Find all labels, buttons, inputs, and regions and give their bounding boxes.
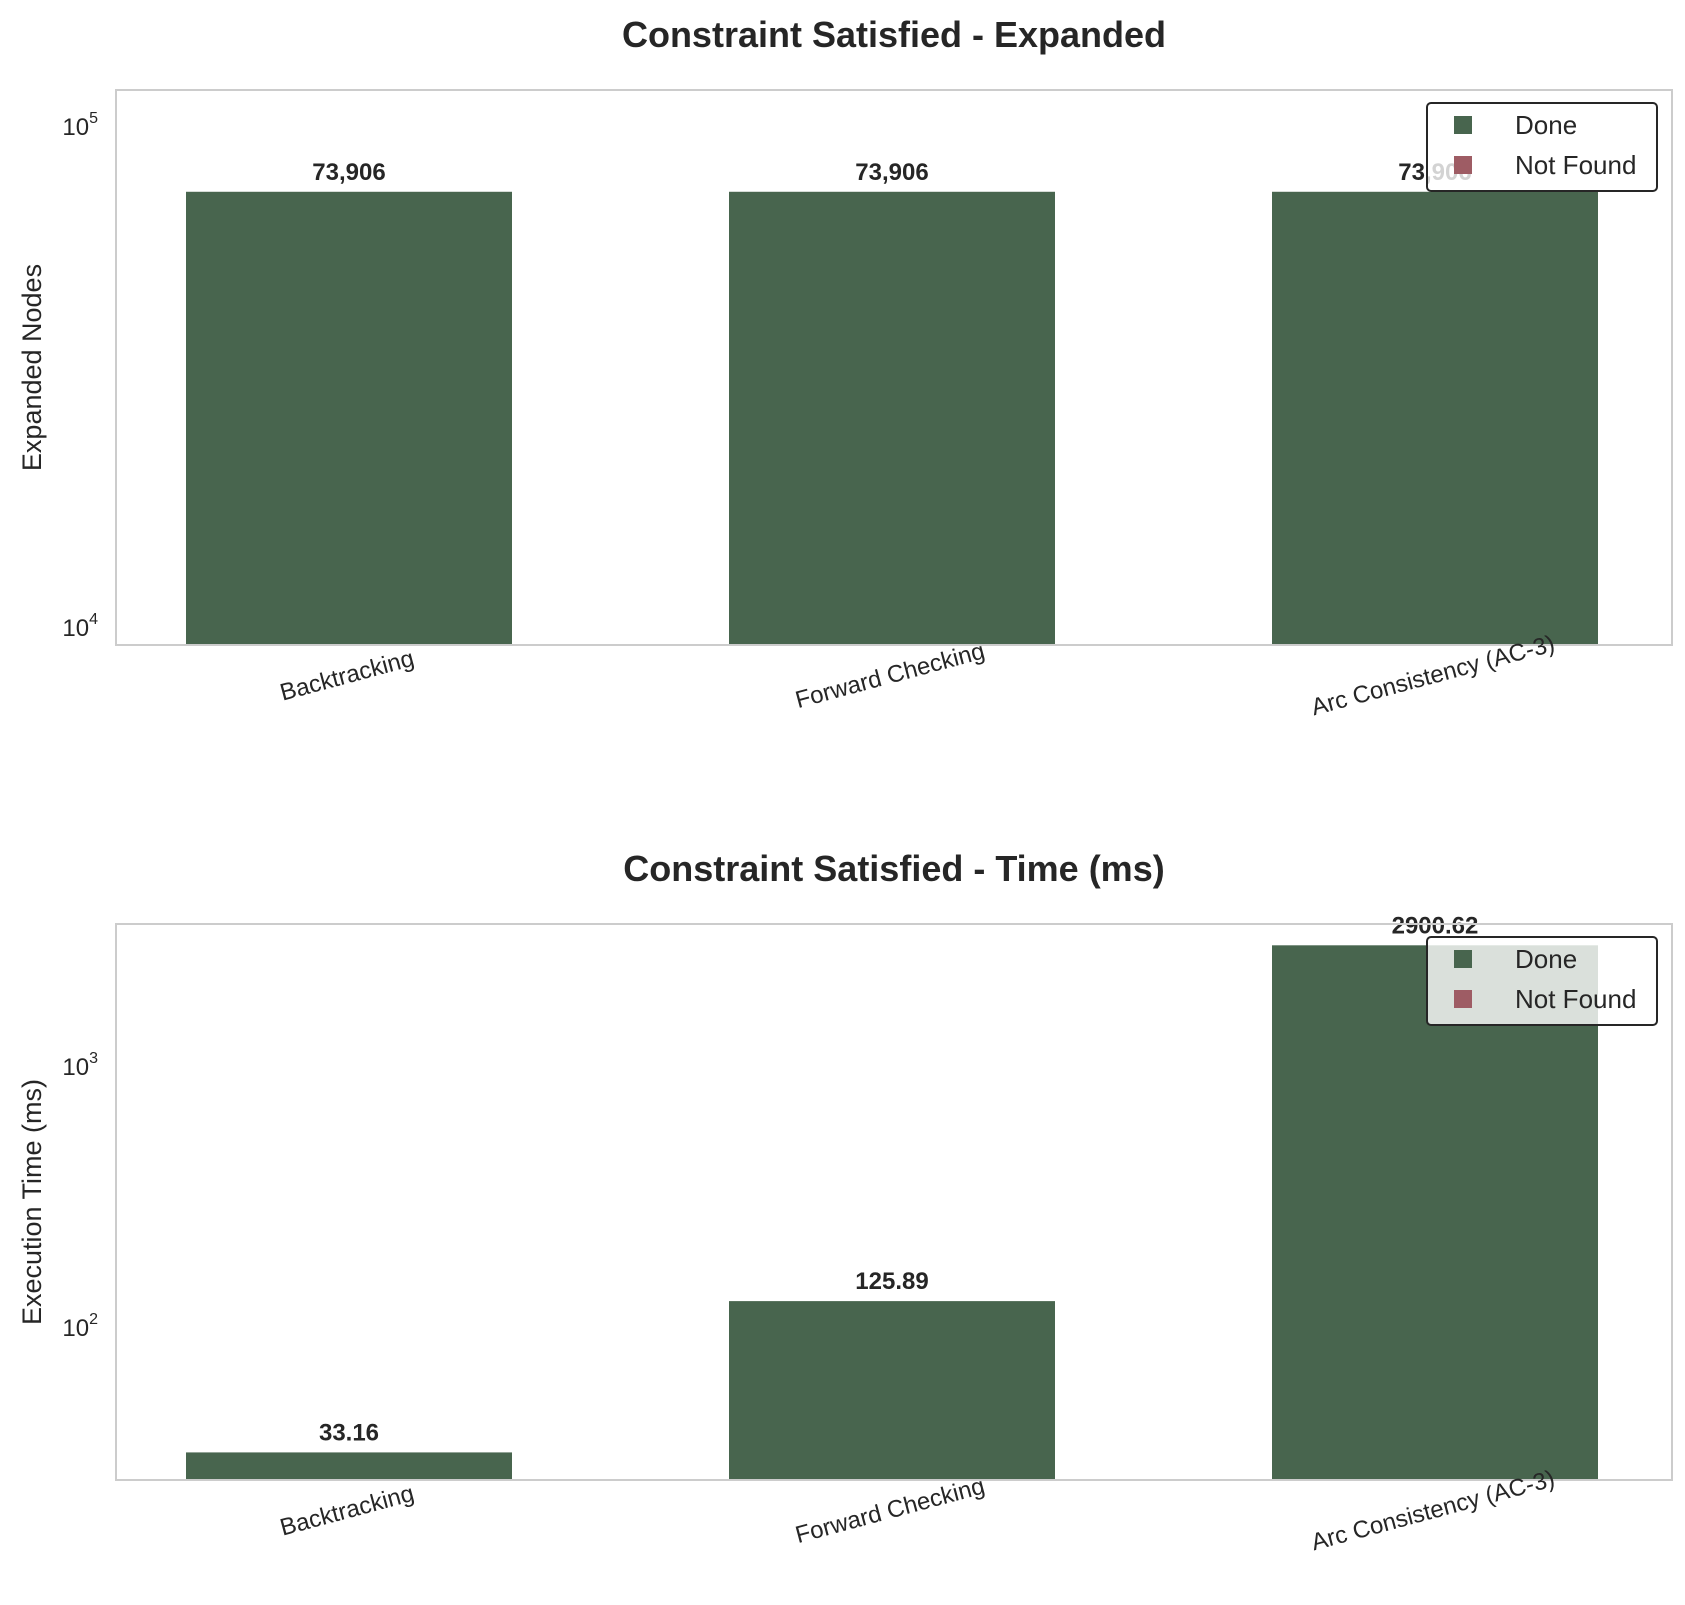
y-tick-label: 104 [62, 611, 98, 642]
bar-group [186, 945, 1598, 1480]
y-tick-group: 104 105 [62, 110, 98, 642]
bar [729, 1301, 1055, 1480]
data-label: 2900.62 [1392, 912, 1479, 939]
bar [186, 191, 512, 646]
bar [1272, 945, 1598, 1480]
legend-label: Done [1515, 944, 1577, 974]
y-tick-label: 105 [62, 110, 98, 141]
legend-label: Not Found [1515, 150, 1636, 180]
plot-area [115, 923, 1673, 1481]
legend-frame [1426, 936, 1658, 1026]
x-tick-label: Forward Checking [793, 1473, 988, 1549]
legend: Done Not Found [1426, 102, 1658, 192]
chart-title: Constraint Satisfied - Time (ms) [623, 848, 1164, 889]
data-label: 73,906 [312, 159, 385, 186]
y-tick-label: 103 [62, 1050, 98, 1081]
legend-swatch [1454, 116, 1472, 134]
data-label: 125.89 [855, 1268, 928, 1295]
data-label-group: 33.16 125.89 2900.62 [319, 912, 1478, 1446]
x-tick-label: Backtracking [277, 645, 417, 707]
data-label: 73,906 [855, 159, 928, 186]
y-tick-group: 102 103 [62, 1050, 98, 1342]
bar-group [186, 191, 1598, 646]
y-tick-label: 102 [62, 1311, 98, 1342]
legend-label: Done [1515, 110, 1577, 140]
chart-time: Constraint Satisfied - Time (ms) Executi… [17, 848, 1673, 1556]
data-label: 33.16 [319, 1419, 379, 1446]
bar [186, 1452, 512, 1480]
legend-swatch [1454, 156, 1472, 174]
legend-swatch [1454, 990, 1472, 1008]
bar [1272, 191, 1598, 646]
x-tick-label: Backtracking [277, 1480, 417, 1542]
legend-frame [1426, 102, 1658, 192]
plot-area [115, 89, 1673, 646]
legend-swatch [1454, 950, 1472, 968]
y-axis-label: Execution Time (ms) [17, 1079, 47, 1325]
chart-title: Constraint Satisfied - Expanded [622, 14, 1166, 55]
x-tick-label: Forward Checking [793, 638, 988, 714]
legend-label: Not Found [1515, 984, 1636, 1014]
chart-expanded: Constraint Satisfied - Expanded Expanded… [17, 14, 1673, 721]
legend: Done Not Found [1426, 936, 1658, 1026]
bar [729, 191, 1055, 646]
y-axis-label: Expanded Nodes [17, 264, 47, 471]
